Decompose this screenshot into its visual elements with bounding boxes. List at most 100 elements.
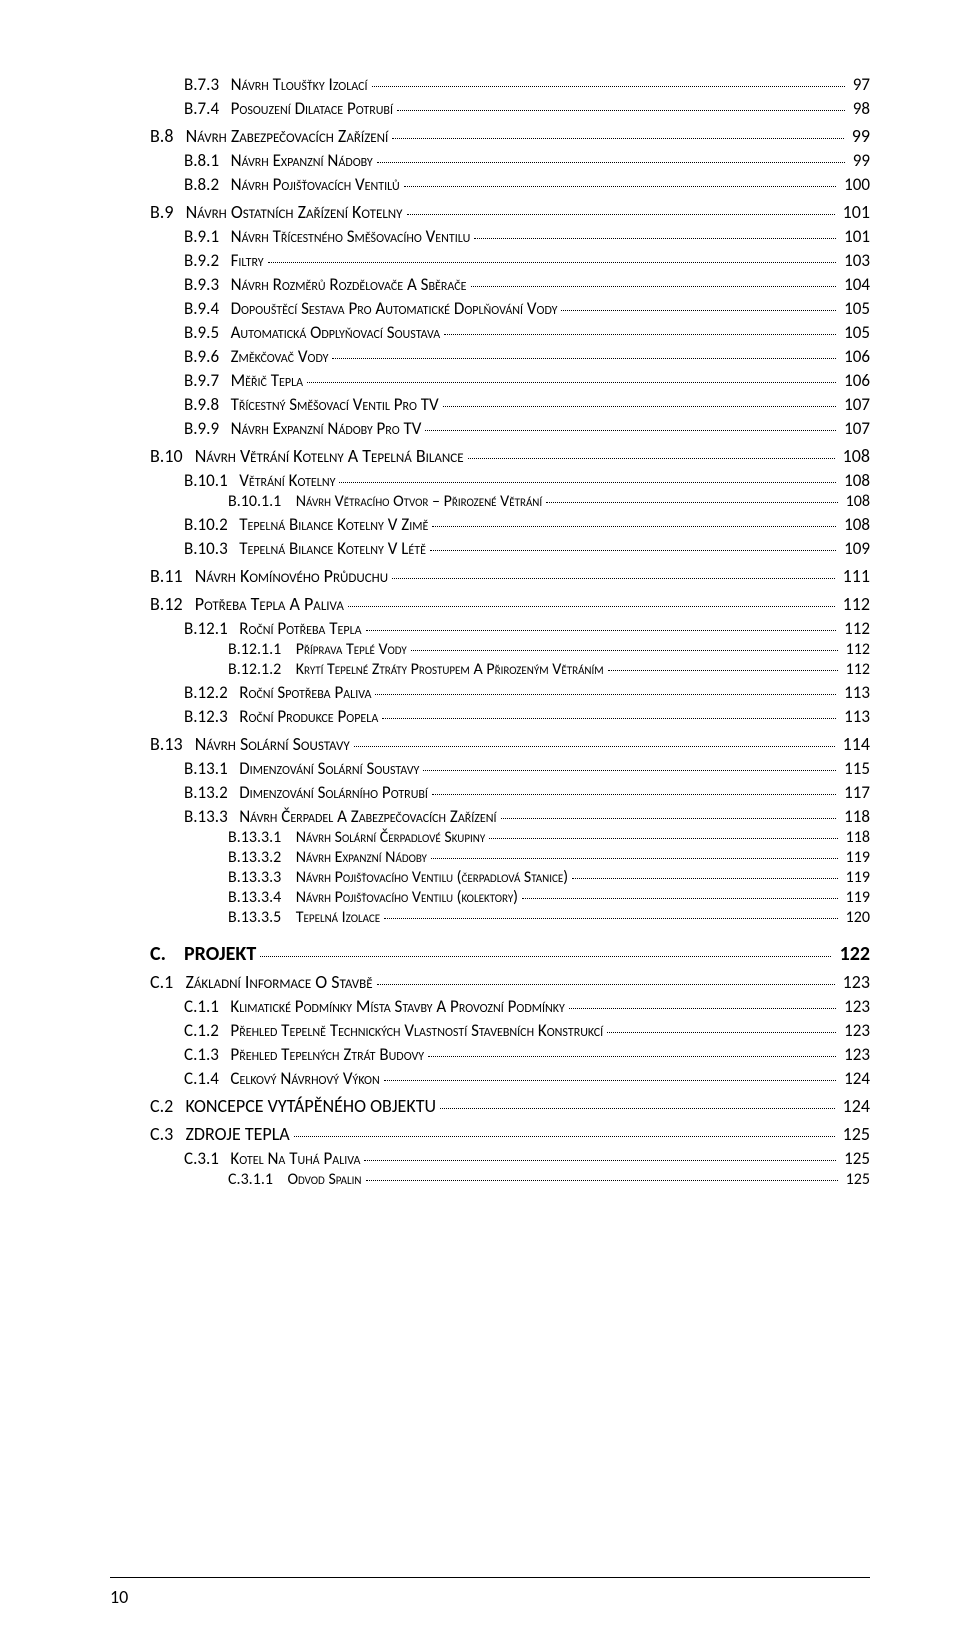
toc-entry-page: 123 [840,1022,870,1039]
toc-entry-label: C.1 Základní Informace O Stavbě [150,973,373,991]
toc-entry: B.12.1 Roční Potřeba Tepla 112 [184,620,870,638]
toc-entry: B.9.4 Dopouštěcí Sestava Pro Automatické… [184,300,870,318]
toc-entry-page: 125 [842,1172,870,1188]
toc-entry-label: B.9.4 Dopouštěcí Sestava Pro Automatické… [184,300,557,317]
toc-entry-page: 101 [839,203,870,221]
toc-entry: B.9 Návrh Ostatních Zařízení Kotelny 101 [150,203,870,222]
toc-entry-page: 108 [839,447,870,465]
toc-entry-label: B.9.5 Automatická Odplyňovací Soustava [184,324,440,341]
toc-leader-dots [397,110,845,111]
toc-entry: B.10 Návrh Větrání Kotelny A Tepelná Bil… [150,447,870,466]
toc-entry-page: 113 [840,708,870,725]
toc-leader-dots [332,358,836,359]
toc-entry: B.13.2 Dimenzování Solárního Potrubí 117 [184,784,870,802]
toc-entry: C. PROJEKT 122 [150,944,870,964]
toc-entry-label: B.13.1 Dimenzování Solární Soustavy [184,760,419,777]
toc-entry-label: B.12 Potřeba Tepla A Paliva [150,595,344,613]
toc-entry-page: 112 [839,595,870,613]
toc-entry-label: B.9.6 Změkčovač Vody [184,348,328,365]
toc-entry: B.10.3 Tepelná Bilance Kotelny V Létě 10… [184,540,870,558]
toc-leader-dots [572,878,838,879]
toc-entry-page: 99 [848,127,870,145]
toc-entry-label: B.9.3 Návrh Rozměrů Rozdělovače A Sběrač… [184,276,467,293]
toc-entry-label: C.3.1 Kotel Na Tuhá Paliva [184,1150,360,1167]
toc-entry-page: 107 [840,420,870,437]
toc-leader-dots [372,86,845,87]
toc-entry-page: 100 [840,176,870,193]
toc-entry-page: 118 [840,808,870,825]
toc-leader-dots [307,382,836,383]
toc-leader-dots [366,1180,839,1181]
toc-leader-dots [471,286,837,287]
toc-entry-page: 111 [839,567,870,585]
toc-entry-label: C.3.1.1 Odvod Spalin [228,1172,362,1188]
toc-leader-dots [444,334,836,335]
toc-leader-dots [501,818,837,819]
toc-entry-page: 113 [840,684,870,701]
toc-leader-dots [431,858,838,859]
toc-entry-label: C.3 ZDROJE TEPLA [150,1125,290,1143]
toc-entry-label: B.9.2 Filtry [184,252,264,269]
toc-leader-dots [443,406,837,407]
toc-leader-dots [339,482,836,483]
toc-entry-page: 124 [839,1097,870,1115]
toc-leader-dots [260,956,831,957]
toc-entry-label: B.7.3 Návrh Tloušťky Izolací [184,76,368,93]
toc-entry-label: B.9.7 Měřič Tepla [184,372,303,389]
toc-leader-dots [468,458,835,459]
toc-entry-label: B.13.3.2 Návrh Expanzní Nádoby [228,850,427,866]
toc-entry-label: B.13.3 Návrh Čerpadel A Zabezpečovacích … [184,808,497,825]
toc-leader-dots [366,630,837,631]
toc-entry-page: 109 [840,540,870,557]
toc-leader-dots [440,1108,835,1109]
toc-leader-dots [432,526,836,527]
toc-entry-label: B.8.2 Návrh Pojišťovacích Ventilů [184,176,400,193]
toc-entry-label: B.10 Návrh Větrání Kotelny A Tepelná Bil… [150,447,464,465]
toc-entry-page: 123 [839,973,870,991]
toc-entry-page: 119 [842,870,870,886]
toc-entry: B.9.5 Automatická Odplyňovací Soustava 1… [184,324,870,342]
toc-entry-label: B.13.2 Dimenzování Solárního Potrubí [184,784,428,801]
toc-entry: B.9.8 Třícestný Směšovací Ventil Pro TV … [184,396,870,414]
toc-entry: C.3.1 Kotel Na Tuhá Paliva 125 [184,1150,870,1168]
toc-entry-label: B.13.3.1 Návrh Solární Čerpadlové Skupin… [228,830,485,846]
toc-leader-dots [432,794,836,795]
toc-entry-label: B.10.1.1 Návrh Větracího Otvor – Přiroze… [228,494,542,510]
toc-entry: B.11 Návrh Komínového Průduchu 111 [150,567,870,586]
toc-entry: B.13.3 Návrh Čerpadel A Zabezpečovacích … [184,808,870,826]
toc-entry: B.9.9 Návrh Expanzní Nádoby Pro TV 107 [184,420,870,438]
toc-leader-dots [608,670,838,671]
toc-entry: C.1.3 Přehled Tepelných Ztrát Budovy 123 [184,1046,870,1064]
toc-entry-label: B.13 Návrh Solární Soustavy [150,735,350,753]
toc-entry-page: 105 [840,324,870,341]
toc-entry-label: B.8.1 Návrh Expanzní Nádoby [184,152,373,169]
toc-entry-page: 112 [842,662,870,678]
toc-leader-dots [407,214,835,215]
toc-entry-label: C.1.2 Přehled Tepelně Technických Vlastn… [184,1022,603,1039]
toc-entry: C.1.4 Celkový Návrhový Výkon 124 [184,1070,870,1088]
toc-entry-page: 122 [835,944,870,964]
toc-entry-label: C.1.4 Celkový Návrhový Výkon [184,1070,380,1087]
toc-entry-label: B.7.4 Posouzení Dilatace Potrubí [184,100,393,117]
toc-entry-label: C.2 KONCEPCE VYTÁPĚNÉHO OBJEKTU [150,1097,436,1115]
toc-entry-label: C.1.3 Přehled Tepelných Ztrát Budovy [184,1046,424,1063]
toc-entry-page: 106 [840,348,870,365]
toc-entry-page: 117 [840,784,870,801]
toc-entry-label: B.10.2 Tepelná Bilance Kotelny V Zimě [184,516,428,533]
toc-entry-page: 118 [842,830,870,846]
toc-entry: B.8.2 Návrh Pojišťovacích Ventilů 100 [184,176,870,194]
toc-entry: B.12.1.1 Příprava Teplé Vody 112 [228,642,870,658]
toc-entry: C.1.2 Přehled Tepelně Technických Vlastn… [184,1022,870,1040]
toc-leader-dots [392,578,834,579]
toc-entry-page: 106 [840,372,870,389]
toc-leader-dots [474,238,836,239]
toc-entry-label: C. PROJEKT [150,944,256,964]
toc-entry-label: B.12.3 Roční Produkce Popela [184,708,378,725]
toc-entry-page: 108 [840,516,870,533]
toc-entry: B.13.3.3 Návrh Pojišťovacího Ventilu (če… [228,870,870,886]
toc-entry: B.13.3.4 Návrh Pojišťovacího Ventilu (ko… [228,890,870,906]
toc-entry: B.7.4 Posouzení Dilatace Potrubí 98 [184,100,870,118]
toc-entry: B.13.3.1 Návrh Solární Čerpadlové Skupin… [228,830,870,846]
toc-container: B.7.3 Návrh Tloušťky Izolací 97B.7.4 Pos… [0,0,960,1291]
toc-leader-dots [546,502,838,503]
